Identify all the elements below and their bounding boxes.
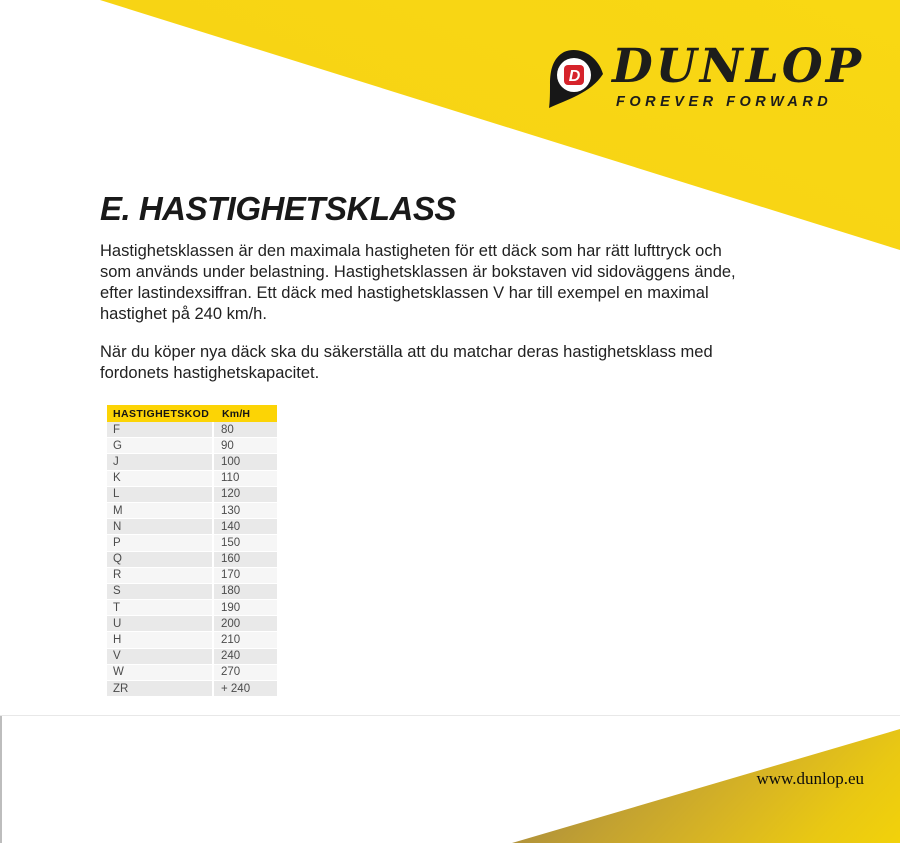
speed-code-cell: R [107,567,214,583]
speed-code-cell: J [107,454,214,470]
table-row: Q 160 [107,551,277,568]
logo-text-block: DUNLOP FOREVER FORWARD [612,39,865,111]
kmh-value-cell: 90 [221,439,234,452]
speed-code-cell: G [107,438,214,454]
table-row: N 140 [107,519,277,536]
advice-paragraph: När du köper nya däck ska du säkerställa… [100,343,713,382]
table-row: V 240 [107,648,277,665]
table-row: W 270 [107,664,277,681]
table-row: T 190 [107,600,277,617]
table-row: M 130 [107,502,277,520]
table-row: H 210 [107,632,277,649]
dunlop-logo: D DUNLOP FOREVER FORWARD [548,39,865,112]
logo-wordmark: DUNLOP [612,39,865,94]
table-row: ZR + 240 [107,681,277,698]
next-page-left-border [0,716,2,843]
kmh-value-cell: 160 [221,553,241,566]
speed-code-cell: L [107,486,214,502]
kmh-value-cell: 240 [221,650,241,663]
kmh-value-cell: 210 [221,634,241,647]
footer-website-link[interactable]: www.dunlop.eu [756,769,865,788]
table-row: R 170 [107,567,277,584]
speed-code-cell: M [107,502,214,519]
kmh-value-cell: 110 [221,472,240,485]
speed-code-cell: F [107,422,214,438]
table-row: S 180 [107,583,277,601]
table-row: K 110 [107,470,277,487]
kmh-value-cell: 200 [221,617,241,630]
speed-code-cell: Q [107,551,214,567]
speed-code-cell: V [107,648,214,664]
table-header-row: HASTIGHETSKOD Km/H [107,405,277,422]
speed-table-body: F 80 G 90 J 100 K 110 L 120 M 130 N 140 P 150 Q 160 R 170 S 1… [107,422,277,698]
table-row: U 200 [107,616,277,633]
table-row: J 100 [107,454,277,471]
dunlop-flying-d-icon: D [549,50,603,108]
kmh-value-cell: 100 [221,455,241,468]
kmh-value-cell: 130 [221,504,241,517]
speed-code-cell: P [107,535,214,551]
table-header-kmh: Km/H [222,407,251,420]
table-row: L 120 [107,486,277,503]
kmh-value-cell: + 240 [221,682,251,695]
kmh-value-cell: 150 [221,536,241,549]
table-row: P 150 [107,535,277,552]
kmh-value-cell: 190 [221,601,241,614]
table-row: G 90 [107,438,277,455]
kmh-value-cell: 180 [221,585,241,598]
speed-code-cell: S [107,583,214,600]
emblem-letter: D [569,68,581,85]
kmh-value-cell: 120 [221,488,241,501]
intro-paragraph: Hastighetsklassen är den maximala hastig… [100,242,736,323]
page-title: E. HASTIGHETSKLASS [100,190,456,227]
kmh-value-cell: 170 [221,569,241,582]
kmh-value-cell: 140 [221,520,241,533]
kmh-value-cell: 80 [221,423,234,436]
table-header-speed-code: HASTIGHETSKOD [113,407,210,420]
logo-tagline: FOREVER FORWARD [616,94,833,111]
speed-code-cell: T [107,600,214,616]
speed-code-cell: K [107,470,214,486]
table-row: F 80 [107,422,277,439]
speed-code-cell: N [107,519,214,535]
speed-code-cell: H [107,632,214,648]
kmh-value-cell: 270 [221,666,241,679]
speed-class-table: HASTIGHETSKOD Km/H F 80 G 90 J 100 K 110 L 120 M 13… [107,405,277,698]
speed-code-cell: W [107,664,214,680]
speed-code-cell: ZR [107,681,214,697]
page-boundary-line [0,715,900,716]
speed-code-cell: U [107,616,214,632]
